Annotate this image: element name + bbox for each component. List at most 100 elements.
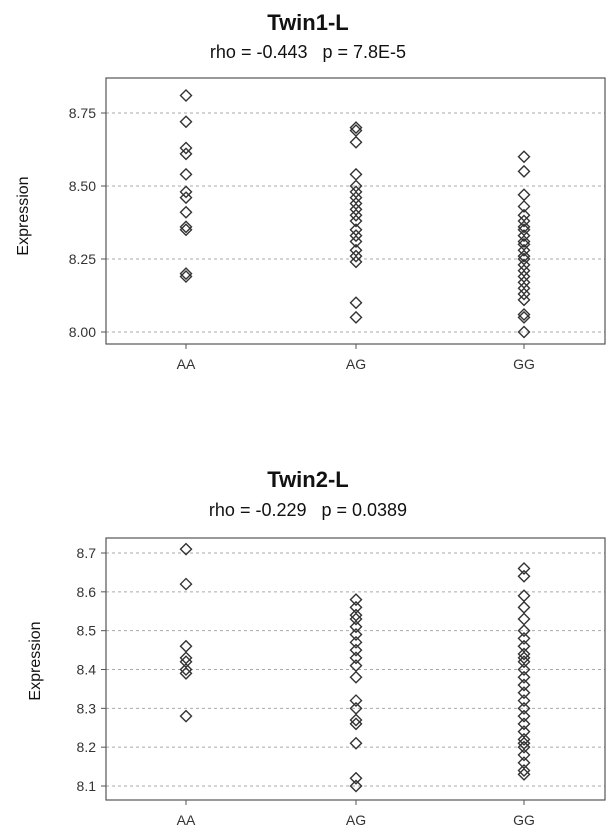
data-point: [517, 663, 531, 676]
data-point: [179, 191, 193, 205]
data-point: [349, 121, 363, 135]
data-point: [179, 141, 193, 155]
data-point: [179, 577, 193, 591]
data-point: [517, 612, 531, 626]
data-point: [349, 608, 363, 622]
chart-subtitle: rho = -0.229 p = 0.0389: [209, 500, 407, 520]
data-points: [179, 542, 531, 793]
data-point: [517, 188, 531, 202]
data-point: [349, 635, 363, 649]
data-point: [179, 655, 193, 669]
data-point: [349, 651, 363, 665]
data-point: [349, 214, 363, 228]
y-tick-label: 8.3: [77, 700, 97, 716]
y-tick-label: 8.2: [77, 739, 97, 755]
data-point: [179, 270, 193, 284]
data-point: [349, 694, 363, 708]
data-point: [517, 220, 531, 234]
data-point: [517, 670, 531, 684]
data-point: [179, 115, 193, 129]
data-point: [349, 779, 363, 793]
data-point: [517, 763, 531, 777]
data-point: [517, 199, 531, 213]
data-point: [179, 185, 193, 199]
data-point: [349, 310, 363, 324]
chart-title: Twin1-L: [267, 10, 348, 35]
x-axis-ticks: AA AG GG: [177, 344, 535, 372]
data-point: [517, 631, 531, 645]
data-point: [349, 135, 363, 149]
data-point: [179, 147, 193, 161]
chart-title: Twin2-L: [267, 467, 348, 492]
data-point: [179, 267, 193, 281]
x-tick-label: GG: [513, 356, 535, 372]
data-point: [179, 651, 193, 665]
plot-area-border: [105, 77, 606, 345]
data-point: [517, 325, 531, 339]
x-tick-label: AG: [346, 812, 366, 828]
data-point: [349, 229, 363, 243]
data-point: [517, 678, 531, 692]
data-point: [517, 243, 531, 257]
y-axis-ticks: 8.7 8.6 8.5 8.4 8.3 8.2 8.1: [77, 545, 106, 794]
x-tick-label: AA: [177, 356, 196, 372]
x-axis-ticks: AA AG GG: [177, 800, 535, 828]
data-point: [349, 771, 363, 785]
data-point: [517, 686, 531, 700]
data-point: [349, 713, 363, 727]
data-point: [179, 167, 193, 181]
data-point: [517, 767, 531, 781]
data-point: [517, 234, 531, 248]
y-axis-ticks: 8.75 8.50 8.25 8.00: [69, 105, 106, 340]
data-point: [349, 208, 363, 222]
data-point: [349, 255, 363, 269]
data-point: [179, 220, 193, 234]
y-tick-label: 8.1: [77, 778, 97, 794]
data-point: [349, 593, 363, 607]
chart-twin1-l: Twin1-L rho = -0.443 p = 7.8E-5 Expressi…: [15, 10, 606, 372]
data-point: [517, 647, 531, 661]
x-tick-label: AA: [177, 812, 196, 828]
data-point: [517, 249, 531, 263]
y-tick-label: 8.25: [69, 251, 96, 267]
data-point: [349, 249, 363, 263]
chart-subtitle: rho = -0.443 p = 7.8E-5: [210, 42, 406, 62]
plot-area-border: [105, 537, 606, 801]
data-point: [179, 542, 193, 556]
gridlines: [106, 112, 605, 333]
data-point: [349, 167, 363, 181]
y-tick-label: 8.4: [77, 662, 97, 678]
data-point: [517, 600, 531, 614]
data-point: [517, 569, 531, 583]
data-point: [517, 732, 531, 746]
x-tick-label: GG: [513, 812, 535, 828]
data-point: [517, 562, 531, 576]
y-tick-label: 8.5: [77, 623, 97, 639]
data-point: [517, 651, 531, 665]
data-point: [517, 709, 531, 723]
y-tick-label: 8.75: [69, 105, 96, 121]
data-point: [517, 624, 531, 638]
data-point: [517, 164, 531, 178]
data-point: [517, 725, 531, 739]
data-point: [349, 620, 363, 634]
y-axis-label: Expression: [27, 621, 44, 700]
data-point: [517, 214, 531, 228]
data-point: [517, 717, 531, 731]
data-point: [517, 655, 531, 669]
y-tick-label: 8.6: [77, 584, 97, 600]
data-point: [349, 628, 363, 642]
data-point: [179, 639, 193, 653]
data-point: [349, 717, 363, 731]
data-point: [349, 234, 363, 248]
data-point: [179, 709, 193, 723]
data-point: [349, 670, 363, 684]
data-point: [179, 88, 193, 102]
x-tick-label: AG: [346, 356, 366, 372]
data-point: [349, 296, 363, 310]
data-point: [349, 643, 363, 657]
data-point: [517, 694, 531, 708]
chart-twin2-l: Twin2-L rho = -0.229 p = 0.0389 Expressi…: [27, 467, 606, 828]
data-point: [517, 639, 531, 653]
data-point: [349, 600, 363, 614]
